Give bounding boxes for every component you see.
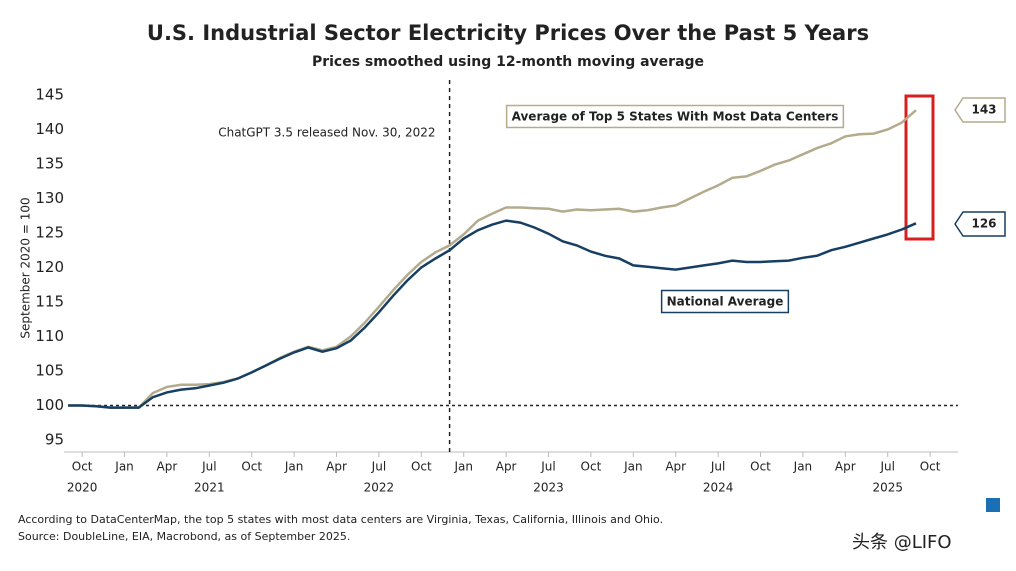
y-tick-label: 145: [35, 86, 64, 104]
x-tick-label: Apr: [326, 460, 347, 474]
event-label: ChatGPT 3.5 released Nov. 30, 2022: [218, 126, 435, 140]
y-tick-label: 125: [35, 224, 64, 242]
label-box: [660, 289, 790, 314]
watermark: 头条 @LIFO: [852, 532, 952, 553]
footnote: According to DataCenterMap, the top 5 st…: [18, 513, 663, 526]
year-label: 2023: [533, 481, 564, 495]
end-label: 143: [971, 103, 996, 117]
footnote: Source: DoubleLine, EIA, Macrobond, as o…: [18, 530, 350, 543]
x-tick-label: Apr: [665, 460, 686, 474]
x-tick-label: Jul: [879, 460, 894, 474]
x-tick-label: Oct: [411, 460, 432, 474]
end-label-box: [954, 97, 1006, 123]
y-tick-label: 100: [35, 396, 64, 414]
x-tick-label: Jul: [540, 460, 555, 474]
year-label: 2022: [364, 481, 395, 495]
x-tick-label: Oct: [750, 460, 771, 474]
y-axis-label: September 2020 = 100: [19, 197, 33, 338]
x-tick-label: Jan: [623, 460, 643, 474]
x-tick-label: Jan: [114, 460, 134, 474]
y-tick-label: 120: [35, 258, 64, 276]
x-tick-label: Jan: [793, 460, 813, 474]
y-tick-label: 105: [35, 362, 64, 380]
x-tick-label: Oct: [241, 460, 262, 474]
x-tick-label: Apr: [157, 460, 178, 474]
x-tick-label: Apr: [496, 460, 517, 474]
x-tick-label: Jul: [201, 460, 216, 474]
chart-title: U.S. Industrial Sector Electricity Price…: [147, 21, 869, 45]
x-tick-label: Oct: [72, 460, 93, 474]
series-line: [68, 219, 917, 409]
label-box: [505, 104, 845, 129]
y-tick-label: 130: [35, 189, 64, 207]
year-label: 2021: [194, 481, 225, 495]
year-label: 2024: [703, 481, 734, 495]
x-tick-label: Oct: [581, 460, 602, 474]
x-tick-label: Jul: [710, 460, 725, 474]
x-tick-label: Jan: [453, 460, 473, 474]
series-line: [68, 109, 917, 409]
y-tick-label: 115: [35, 293, 64, 311]
year-label: 2025: [872, 481, 903, 495]
end-label: 126: [971, 217, 996, 231]
y-tick-label: 110: [35, 327, 64, 345]
series-label: Average of Top 5 States With Most Data C…: [512, 110, 839, 124]
highlight-box: [904, 94, 935, 241]
logo: [986, 498, 1000, 512]
x-tick-label: Oct: [920, 460, 941, 474]
end-label-box: [954, 211, 1006, 237]
year-label: 2020: [67, 481, 98, 495]
x-tick-label: Jan: [284, 460, 304, 474]
chart-subtitle: Prices smoothed using 12-month moving av…: [312, 54, 704, 70]
y-tick-label: 95: [45, 431, 64, 449]
x-tick-label: Apr: [835, 460, 856, 474]
y-tick-label: 135: [35, 155, 64, 173]
series-label: National Average: [667, 295, 784, 309]
x-tick-label: Jul: [371, 460, 386, 474]
y-tick-label: 140: [35, 120, 64, 138]
